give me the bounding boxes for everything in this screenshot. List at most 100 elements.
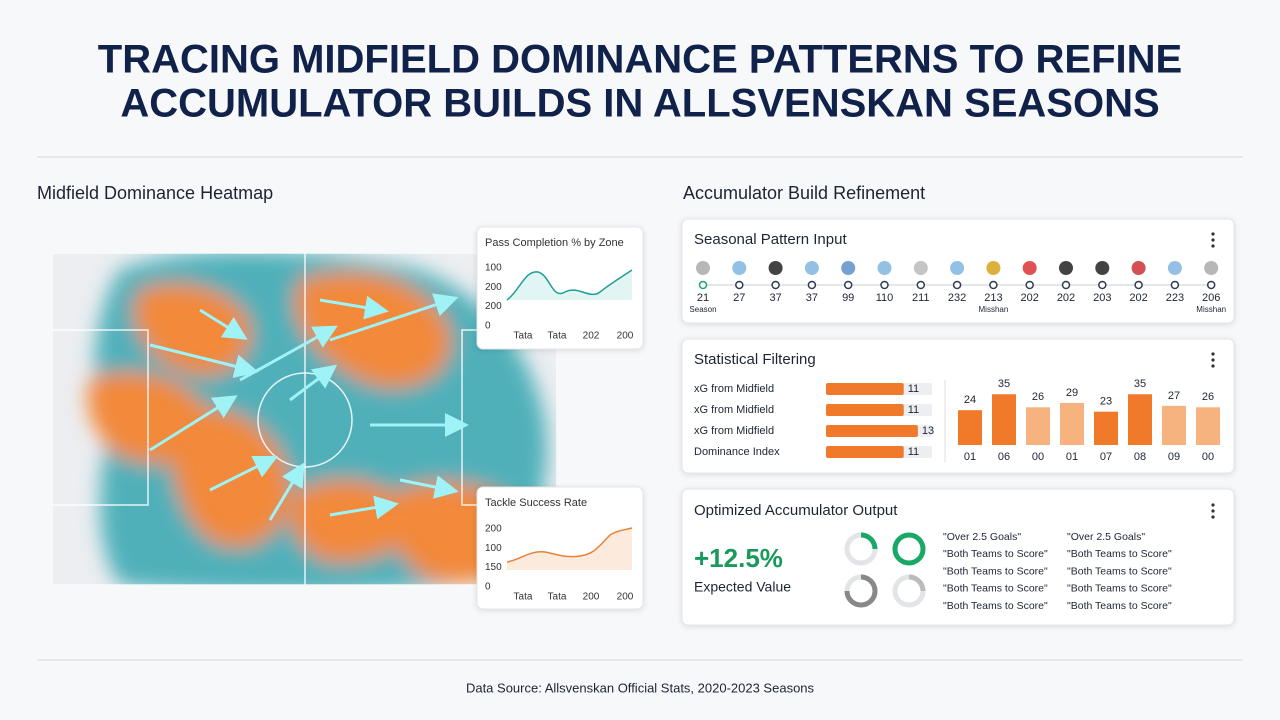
season-value: 21 (697, 292, 709, 304)
timeline-node (843, 280, 853, 290)
pick: "Over 2.5 Goals" (1067, 531, 1145, 543)
timeline-node (1098, 280, 1107, 290)
axis-label: Tata (548, 331, 567, 342)
bar-label: 26 (1202, 391, 1214, 403)
season-value: 211 (912, 292, 930, 304)
bar-label: 11 (908, 383, 919, 395)
timeline-node (1170, 280, 1180, 290)
heatmap-pitch (52, 253, 557, 585)
team-badge (1167, 261, 1182, 275)
season-value: 203 (1093, 292, 1111, 304)
season-value: 232 (948, 292, 966, 304)
menu-icon (1211, 503, 1215, 507)
timeline-node (952, 280, 962, 290)
menu-icon (1211, 364, 1215, 368)
axis-label: 200 (583, 592, 600, 603)
team-badge (1059, 261, 1073, 275)
axis-label: 202 (583, 331, 600, 342)
season-value: 37 (806, 292, 818, 304)
bar-category: 09 (1168, 451, 1180, 463)
axis-label: 0 (485, 321, 491, 332)
bar (958, 410, 982, 445)
axis-label: 100 (485, 263, 502, 274)
bar-category: 07 (1100, 451, 1112, 463)
season-note: Season (689, 305, 716, 314)
section-title: Accumulator Build Refinement (683, 183, 925, 203)
bar (826, 383, 904, 395)
metric: +12.5% (694, 543, 783, 573)
card-title: Seasonal Pattern Input (694, 231, 847, 248)
team-badge (768, 261, 783, 275)
axis-label: 0 (485, 582, 491, 593)
menu-icon (1211, 244, 1215, 248)
axis-label: 150 (485, 562, 502, 573)
pick: "Over 2.5 Goals" (943, 531, 1021, 543)
section-title: Midfield Dominance Heatmap (37, 183, 273, 203)
team-badge (913, 261, 928, 275)
team-badge (877, 261, 892, 275)
team-badge (841, 261, 856, 275)
timeline-node (1025, 280, 1034, 290)
team-badge (732, 261, 747, 275)
menu-icon (1211, 358, 1215, 362)
bar-category: 01 (1066, 451, 1078, 463)
axis-label: 200 (617, 592, 634, 603)
menu-icon (1211, 232, 1215, 236)
row-label: xG from Midfield (694, 425, 774, 437)
team-badge (950, 261, 965, 275)
line (506, 527, 633, 563)
card-title: Pass Completion % by Zone (485, 237, 624, 249)
bar (1026, 407, 1050, 445)
season-note: Misshan (979, 305, 1009, 314)
bar-label: 35 (998, 378, 1010, 390)
bar (992, 394, 1016, 445)
team-badge (986, 261, 1001, 275)
axis-label: 200 (485, 524, 502, 535)
bar (826, 425, 918, 437)
bar-label: 29 (1066, 387, 1078, 399)
timeline-node (1134, 280, 1143, 290)
bar (1094, 411, 1118, 445)
bar (1162, 405, 1186, 445)
bar-label: 13 (922, 425, 934, 437)
season-value: 223 (1166, 292, 1184, 304)
axis-label: 200 (617, 331, 634, 342)
bar-category: 08 (1134, 451, 1146, 463)
axis-label: Tata (548, 592, 567, 603)
timeline-node (1206, 280, 1216, 290)
season-note: Misshan (1196, 305, 1226, 314)
bar-label: 35 (1134, 378, 1146, 390)
timeline-node (698, 280, 708, 290)
bar-label: 11 (908, 446, 919, 458)
area (507, 270, 632, 300)
pick: "Both Teams to Score" (1067, 600, 1172, 612)
timeline-node (989, 280, 998, 290)
menu-icon (1211, 509, 1215, 513)
bar-category: 00 (1032, 451, 1044, 463)
menu-icon (1211, 515, 1215, 519)
footer: Data Source: Allsvenskan Official Stats,… (466, 680, 815, 695)
card-title: Statistical Filtering (694, 351, 816, 368)
pick: "Both Teams to Score" (943, 565, 1048, 577)
title: TRACING MIDFIELD DOMINANCE PATTERNS TO R… (98, 38, 1182, 82)
mini-card (476, 486, 644, 610)
mini-card (476, 226, 644, 350)
row-label: Dominance Index (694, 446, 780, 458)
card (681, 488, 1235, 626)
bar-label: 27 (1168, 390, 1180, 402)
team-badge (1131, 261, 1146, 275)
bar-category: 06 (998, 451, 1010, 463)
pick: "Both Teams to Score" (943, 600, 1048, 612)
axis-label: 200 (485, 282, 502, 293)
timeline-node (735, 280, 744, 290)
card-title: Optimized Accumulator Output (694, 502, 898, 519)
bar-label: 23 (1100, 396, 1112, 408)
card-title: Tackle Success Rate (485, 497, 587, 509)
bar-category: 01 (964, 451, 976, 463)
metric-label: Expected Value (694, 579, 791, 595)
timeline-node (771, 280, 780, 290)
pick: "Both Teams to Score" (943, 548, 1048, 560)
season-value: 99 (842, 292, 854, 304)
season-value: 202 (1057, 292, 1075, 304)
